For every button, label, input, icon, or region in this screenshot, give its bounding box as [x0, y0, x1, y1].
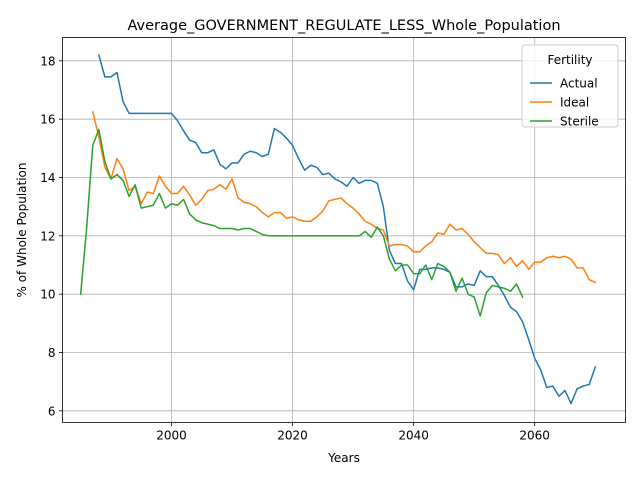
y-tick-label: 16 — [40, 113, 55, 127]
series-layer — [79, 54, 597, 405]
y-axis-ticks: 6 8 10 12 14 16 18 — [40, 54, 63, 418]
legend-label-ideal: Ideal — [560, 96, 589, 110]
y-axis-label: % of Whole Population — [15, 163, 29, 298]
y-tick-label: 6 — [48, 404, 56, 418]
legend: Fertility Actual Ideal Sterile — [521, 44, 619, 129]
plot-frame — [62, 37, 626, 423]
x-tick-label: 2060 — [519, 429, 550, 443]
legend-label-sterile: Sterile — [560, 115, 599, 129]
x-tick-label: 2040 — [398, 429, 429, 443]
legend-label-actual: Actual — [560, 77, 598, 91]
x-tick-label: 2000 — [156, 429, 187, 443]
x-axis-label: Years — [327, 451, 360, 465]
legend-title: Fertility — [547, 53, 592, 67]
y-tick-label: 18 — [40, 54, 55, 68]
series-line-sterile — [79, 128, 524, 317]
y-tick-label: 10 — [40, 288, 55, 302]
series-line-ideal — [91, 110, 597, 284]
legend-items: Actual Ideal Sterile — [530, 77, 599, 129]
chart-title: Average_GOVERNMENT_REGULATE_LESS_Whole_P… — [127, 18, 560, 34]
x-tick-label: 2020 — [277, 429, 308, 443]
y-tick-label: 8 — [48, 346, 56, 360]
legend-box — [521, 44, 619, 128]
y-tick-label: 14 — [40, 171, 55, 185]
y-tick-label: 12 — [40, 229, 55, 243]
series-line-actual — [97, 54, 597, 405]
x-axis-ticks: 2000 2020 2040 2060 — [156, 422, 550, 443]
